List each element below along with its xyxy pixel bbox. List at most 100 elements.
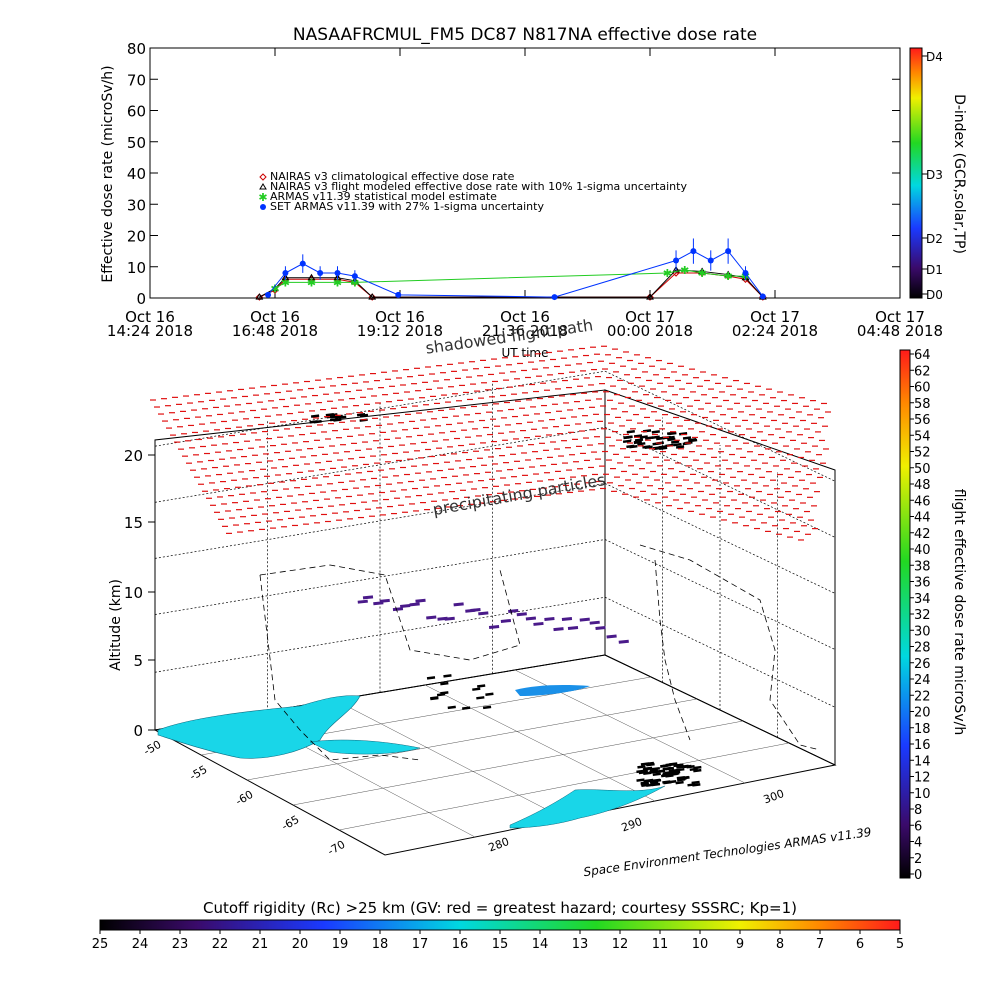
flight-marker bbox=[676, 767, 685, 772]
flight-marker bbox=[691, 780, 700, 785]
legend-entry-label: NAIRAS v3 climatological effective dose … bbox=[270, 170, 515, 183]
precipitating-particles-label: precipitating particles bbox=[431, 470, 607, 519]
data-point bbox=[259, 173, 267, 181]
dose-tick-label: 6 bbox=[914, 819, 922, 834]
flight-marker bbox=[656, 436, 665, 441]
flight-marker bbox=[682, 436, 692, 440]
flight-marker bbox=[476, 696, 485, 700]
flight-marker bbox=[693, 768, 702, 773]
longitude-tick-label: 290 bbox=[620, 815, 644, 834]
cutoff-tick-label: 14 bbox=[532, 937, 549, 952]
cutoff-tick-label: 23 bbox=[172, 937, 189, 952]
flight-marker bbox=[392, 607, 404, 612]
dindex-tick-label: D4 bbox=[926, 50, 943, 64]
data-point bbox=[368, 293, 377, 300]
dose-tick-label: 58 bbox=[914, 397, 931, 412]
flight-marker bbox=[678, 777, 687, 781]
flight-marker bbox=[561, 616, 573, 621]
flight-marker bbox=[357, 599, 368, 604]
flight-marker bbox=[639, 435, 648, 439]
legend-entry-label: NAIRAS v3 flight modeled effective dose … bbox=[270, 180, 687, 193]
flight-marker bbox=[579, 617, 590, 622]
flight-marker bbox=[675, 445, 685, 449]
flight-marker bbox=[500, 618, 512, 623]
cutoff-tick-label: 8 bbox=[776, 937, 784, 952]
flight-marker bbox=[683, 764, 692, 769]
flight-marker bbox=[643, 779, 652, 783]
flight-marker bbox=[533, 621, 544, 626]
landmass-shape bbox=[509, 785, 666, 829]
dindex-colorbar-ticks: D0 D1 D2 D3 D4 bbox=[922, 50, 943, 302]
flight-marker bbox=[660, 764, 669, 768]
flight-marker bbox=[436, 692, 446, 697]
flight-marker bbox=[373, 601, 384, 606]
x-tick-label-line1: Oct 16 bbox=[375, 308, 425, 326]
floor-gridline bbox=[338, 742, 790, 831]
y-tick-label: 0 bbox=[136, 290, 146, 308]
flight-path bbox=[259, 413, 821, 788]
altitude-axis: 0 5 10 15 20 bbox=[124, 447, 155, 740]
data-point bbox=[307, 273, 316, 281]
dindex-tick-label: D0 bbox=[926, 288, 943, 302]
x-tick-label-line1: Oct 16 bbox=[125, 308, 175, 326]
flight-marker bbox=[687, 783, 696, 787]
cutoff-tick-label: 13 bbox=[572, 937, 589, 952]
flight-marker bbox=[626, 429, 635, 434]
dose-tick-label: 12 bbox=[914, 771, 931, 786]
flight-marker bbox=[478, 611, 489, 616]
cutoff-tick-label: 7 bbox=[816, 937, 824, 952]
latitude-tick-label: -60 bbox=[233, 788, 255, 808]
dose-tick-label: 14 bbox=[914, 754, 931, 769]
flight-marker bbox=[642, 445, 651, 449]
cutoff-tick-label: 20 bbox=[292, 937, 309, 952]
dose-tick-label: 20 bbox=[914, 706, 931, 721]
altitude-tick-label: 20 bbox=[124, 447, 143, 465]
flight-marker bbox=[516, 612, 527, 617]
cutoff-tick-label: 5 bbox=[896, 937, 904, 952]
y-tick-label: 50 bbox=[127, 134, 146, 152]
flight-marker bbox=[338, 415, 347, 420]
precipitating-particle-grid bbox=[150, 345, 831, 541]
flight-marker bbox=[426, 676, 436, 680]
dose-tick-label: 38 bbox=[914, 559, 931, 574]
flight-marker bbox=[688, 438, 697, 442]
flight-marker bbox=[651, 430, 660, 434]
landmass-shape bbox=[157, 695, 361, 759]
x-tick-label-line2: 00:00 2018 bbox=[607, 322, 693, 340]
dose-tick-label: 56 bbox=[914, 413, 931, 428]
flight-marker bbox=[645, 761, 655, 766]
data-point bbox=[759, 293, 766, 300]
data-point: ✱ bbox=[270, 283, 279, 296]
flight-marker bbox=[409, 602, 420, 607]
projected-path bbox=[639, 544, 821, 751]
data-point bbox=[725, 248, 732, 255]
flight-marker bbox=[667, 437, 676, 442]
data-point bbox=[334, 270, 341, 276]
dose-tick-label: 22 bbox=[914, 689, 931, 704]
flight-marker bbox=[664, 766, 673, 771]
flight-marker bbox=[671, 440, 680, 444]
dose-tick-label: 48 bbox=[914, 478, 931, 493]
dose-colorbar bbox=[899, 349, 911, 879]
flight-marker bbox=[553, 627, 564, 632]
y-tick-label: 10 bbox=[127, 259, 146, 277]
altitude-axis-label: Altitude (km) bbox=[108, 579, 124, 671]
flight-marker bbox=[508, 608, 519, 613]
flight-marker bbox=[648, 770, 658, 774]
flight-marker bbox=[622, 439, 632, 444]
flight-marker bbox=[362, 595, 374, 600]
dose-tick-label: 0 bbox=[914, 868, 922, 883]
flight-marker bbox=[668, 769, 677, 773]
flight-marker bbox=[606, 634, 617, 639]
flight-marker bbox=[595, 626, 606, 630]
data-point: ✱ bbox=[307, 276, 316, 289]
flight-marker bbox=[589, 620, 600, 625]
cutoff-colorbar-ticks: 25 24 23 22 21 20 19 18 17 16 15 14 13 12 11 10 9 8 7 6 5 bbox=[92, 930, 904, 952]
flight-marker bbox=[649, 768, 658, 772]
data-point bbox=[260, 204, 266, 210]
dose-tick-label: 8 bbox=[914, 803, 922, 818]
dose-tick-label: 28 bbox=[914, 641, 931, 656]
cutoff-tick-label: 6 bbox=[856, 937, 864, 952]
projected-path bbox=[654, 559, 691, 741]
